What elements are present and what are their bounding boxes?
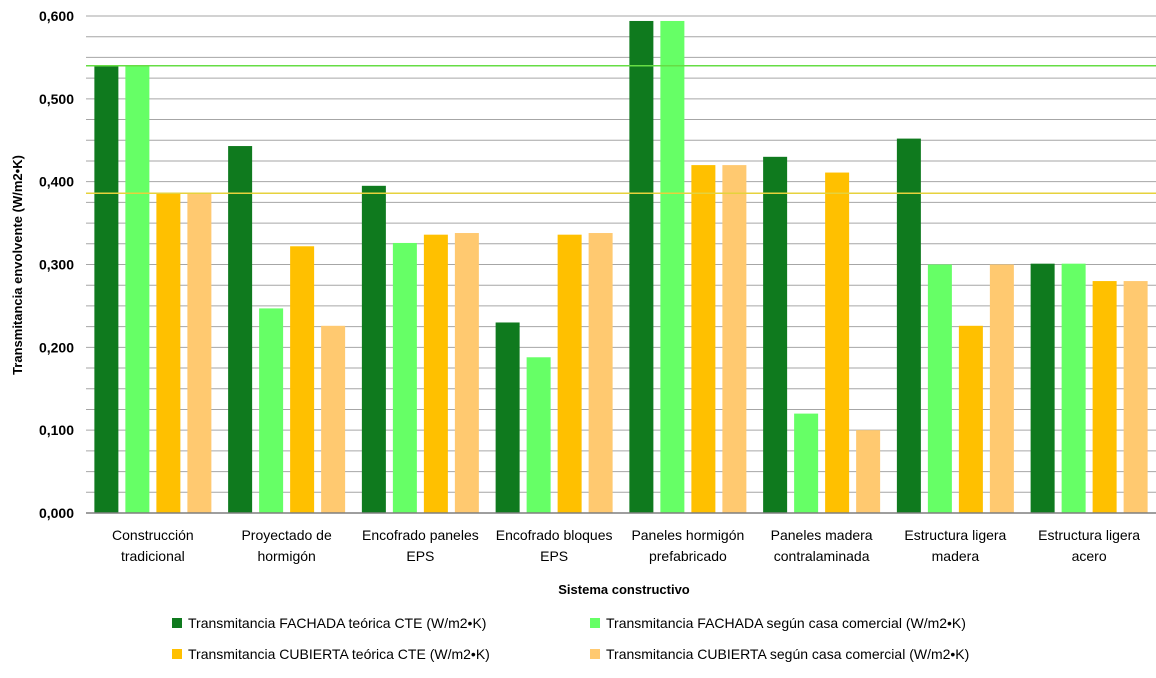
bar: [321, 325, 346, 513]
y-tick-label: 0,500: [39, 91, 74, 107]
bar: [660, 20, 685, 513]
y-tick-label: 0,100: [39, 422, 74, 438]
reference-lines: [86, 64, 1156, 195]
y-tick-label: 0,200: [39, 339, 74, 355]
legend-item: Transmitancia FACHADA según casa comerci…: [590, 615, 966, 631]
legend-item: Transmitancia CUBIERTA según casa comerc…: [590, 646, 969, 662]
legend-item: Transmitancia CUBIERTA teórica CTE (W/m2…: [172, 646, 490, 662]
bars: [94, 20, 1148, 514]
legend: Transmitancia FACHADA teórica CTE (W/m2•…: [172, 615, 969, 662]
bar: [927, 264, 952, 513]
y-axis-title: Transmitancia envolvente (W/m2•K): [10, 155, 25, 375]
bar: [763, 156, 788, 514]
legend-swatch: [590, 618, 600, 628]
x-category-label: Paneles madera contralaminada: [771, 527, 873, 564]
bar: [259, 308, 284, 513]
y-tick-label: 0,400: [39, 174, 74, 190]
y-tick-label: 0,000: [39, 505, 74, 521]
legend-item: Transmitancia FACHADA teórica CTE (W/m2•…: [172, 615, 486, 631]
bar: [856, 430, 881, 513]
x-category-label: Encofrado bloques EPS: [496, 527, 613, 564]
bar: [794, 413, 819, 513]
legend-label: Transmitancia CUBIERTA según casa comerc…: [606, 646, 969, 662]
bar: [94, 65, 119, 513]
bar: [392, 242, 417, 514]
bar: [825, 172, 850, 513]
bar: [526, 357, 551, 513]
y-tick-label: 0,600: [39, 8, 74, 24]
bar: [557, 234, 582, 513]
x-category-label: Construcción tradicional: [112, 527, 194, 564]
bar: [629, 20, 654, 513]
bar: [125, 65, 150, 513]
bar: [1061, 263, 1086, 513]
bar: [1030, 263, 1055, 513]
bar: [896, 138, 921, 514]
bar: [495, 322, 520, 513]
bar: [989, 264, 1014, 513]
x-category-label: Paneles hormigón prefabricado: [631, 527, 744, 564]
bar: [454, 233, 479, 514]
bar: [290, 246, 315, 513]
x-category-label: Estructura ligera madera: [904, 527, 1006, 564]
bar: [1123, 281, 1148, 513]
bar: [228, 146, 253, 513]
bar: [361, 185, 386, 513]
legend-swatch: [172, 618, 182, 628]
bar: [588, 233, 613, 514]
bar: [156, 193, 181, 513]
x-category-labels: Construcción tradicional Proyectado de horm…: [112, 527, 1140, 564]
x-category-label: Estructura ligera acero: [1038, 527, 1140, 564]
legend-label: Transmitancia FACHADA teórica CTE (W/m2•…: [188, 615, 486, 631]
bar: [958, 325, 983, 513]
bar: [691, 165, 716, 513]
x-category-label: Proyectado de hormigón: [241, 527, 331, 564]
legend-swatch: [590, 649, 600, 659]
bar: [1092, 281, 1117, 513]
x-axis-title: Sistema constructivo: [558, 582, 690, 597]
legend-label: Transmitancia CUBIERTA teórica CTE (W/m2…: [188, 646, 490, 662]
y-tick-label: 0,300: [39, 257, 74, 273]
x-category-label: Encofrado paneles EPS: [362, 527, 479, 564]
y-tick-labels: 0,000 0,100 0,200 0,300 0,400 0,500 0,600: [39, 8, 74, 521]
bar: [722, 165, 747, 513]
legend-label: Transmitancia FACHADA según casa comerci…: [606, 615, 966, 631]
bar: [423, 234, 448, 513]
bar: [187, 193, 212, 513]
legend-swatch: [172, 649, 182, 659]
